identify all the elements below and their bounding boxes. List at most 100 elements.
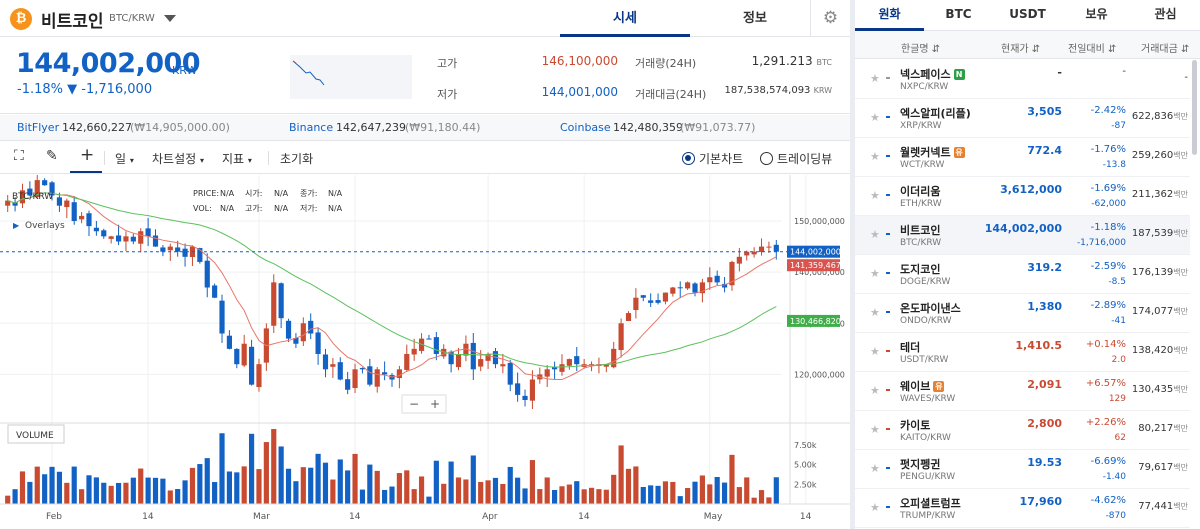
market-row[interactable]: ★ 오피셜트럼프 TRUMP/KRW 17,960 -4.62% -870 77,441백만: [855, 489, 1190, 528]
fullscreen-icon[interactable]: ⛶: [14, 148, 24, 164]
tab-quote[interactable]: 시세: [560, 0, 690, 37]
market-row[interactable]: ★ 펏지펭귄 PENGU/KRW 19.53 -6.69% -1.40 79,617백만: [855, 450, 1190, 489]
candle-body: [56, 197, 63, 206]
reset-button[interactable]: 초기화: [280, 152, 314, 166]
market-row[interactable]: ★ 비트코인 BTC/KRW 144,002,000 -1.18% -1,716,000 1…: [855, 216, 1190, 255]
col-price[interactable]: 현재가 ⇵: [1001, 44, 1041, 55]
col-rate[interactable]: 전일대비 ⇵: [1068, 44, 1117, 55]
market-row[interactable]: ★ 테더 USDT/KRW 1,410.5 +0.14% 2.0 138,420백만: [855, 333, 1190, 372]
coin-pair: WCT/KRW: [900, 160, 945, 170]
candle-body: [204, 260, 210, 288]
star-icon[interactable]: ★: [870, 306, 880, 319]
interval-select[interactable]: 일 ▾: [115, 152, 134, 166]
market-row[interactable]: ★ 넥스페이스 N NXPC/KRW - - -: [855, 60, 1190, 99]
candle-body: [677, 287, 683, 289]
current-price: 3,612,000: [1000, 183, 1062, 196]
zoom-out-button[interactable]: −: [409, 397, 419, 411]
basic-chart-radio[interactable]: 기본차트: [682, 150, 743, 167]
candle: [559, 354, 565, 376]
market-row[interactable]: ★ 도지코인 DOGE/KRW 319.2 -2.59% -8.5 176,139백만: [855, 255, 1190, 294]
star-icon[interactable]: ★: [870, 111, 880, 124]
coin-name: 이더리움: [900, 185, 941, 198]
tab-favorites[interactable]: 관심: [1154, 7, 1177, 21]
tab-krw[interactable]: 원화: [855, 0, 924, 31]
candle-body: [721, 283, 728, 288]
candle: [234, 348, 240, 369]
candle-body: [463, 343, 469, 356]
zoom-in-button[interactable]: +: [430, 397, 440, 411]
ma-short-tag-text: 141,359,467: [790, 261, 841, 270]
candle-body: [256, 364, 262, 388]
market-row[interactable]: ★ 엑스알피(리플) XRP/KRW 3,505 -2.42% -87 622,836백만: [855, 99, 1190, 138]
chevron-down-icon[interactable]: [164, 15, 176, 22]
scrollbar[interactable]: [1192, 60, 1197, 155]
candle-body: [367, 366, 373, 385]
tab-holdings[interactable]: 보유: [1085, 7, 1108, 21]
volume-bar: [441, 483, 447, 504]
candle-body: [588, 364, 595, 366]
trade-amount: -: [1184, 72, 1188, 83]
star-icon[interactable]: ★: [870, 72, 880, 85]
tradingview-radio[interactable]: 트레이딩뷰: [760, 150, 832, 167]
volume-bar: [300, 467, 306, 504]
candle: [271, 274, 277, 333]
candlestick-chart[interactable]: 150,000,000140,000,000130,000,000120,000…: [0, 175, 850, 529]
volume-bar: [123, 482, 129, 504]
candle: [293, 333, 299, 348]
volume-bar: [64, 482, 70, 504]
star-icon[interactable]: ★: [870, 384, 880, 397]
volume-bar: [677, 496, 683, 504]
candle-body: [773, 244, 779, 252]
change-amount: -41: [1111, 316, 1126, 326]
candle: [396, 365, 402, 389]
tab-btc[interactable]: BTC: [945, 7, 972, 21]
candle: [507, 359, 513, 392]
coin-name: 카이토: [900, 419, 931, 432]
volume-bar: [175, 489, 181, 504]
volume-tick-label: 2.50k: [794, 480, 817, 489]
star-icon[interactable]: ★: [870, 345, 880, 358]
star-icon[interactable]: ★: [870, 228, 880, 241]
candle-body: [507, 362, 513, 385]
indicators-menu[interactable]: 지표 ▾: [222, 152, 252, 166]
candle-body: [175, 247, 181, 252]
star-icon[interactable]: ★: [870, 267, 880, 280]
col-name[interactable]: 한글명 ⇵: [901, 44, 941, 55]
volume-bar: [5, 495, 11, 504]
tab-info[interactable]: 정보: [743, 11, 767, 26]
gear-icon[interactable]: ⚙: [810, 0, 850, 37]
market-row[interactable]: ★ 카이토 KAITO/KRW 2,800 +2.26% 62 80,217백만: [855, 411, 1190, 450]
candle: [773, 240, 779, 260]
candle-body: [241, 343, 247, 366]
svg-text:N/A: N/A: [220, 204, 235, 213]
volume-bar: [670, 481, 676, 504]
candle: [64, 198, 70, 219]
crosshair-icon[interactable]: +: [80, 145, 95, 165]
star-icon[interactable]: ★: [870, 501, 880, 514]
market-tabs: 원화 BTC USDT 보유 관심: [855, 0, 1200, 31]
star-icon[interactable]: ★: [870, 150, 880, 163]
market-row[interactable]: ★ 월렛커넥트 유 WCT/KRW 772.4 -1.76% -13.8 259,260백만: [855, 138, 1190, 177]
change-amount: -1,716,000: [1076, 238, 1126, 248]
coin-name: 비트코인: [41, 12, 104, 32]
market-row[interactable]: ★ 웨이브 유 WAVES/KRW 2,091 +6.57% 129 130,435백만: [855, 372, 1190, 411]
candle: [544, 365, 550, 387]
star-icon[interactable]: ★: [870, 462, 880, 475]
market-row[interactable]: ★ 이더리움 ETH/KRW 3,612,000 -1.69% -62,000 211,36…: [855, 177, 1190, 216]
candle-body: [699, 282, 705, 294]
mini-candle-icon: [886, 305, 890, 319]
market-row[interactable]: ★ 온도파이낸스 ONDO/KRW 1,380 -2.89% -41 174,077백만: [855, 294, 1190, 333]
col-amount[interactable]: 거래대금 ⇵: [1141, 44, 1190, 55]
candle-body: [611, 348, 617, 368]
volume-bar: [766, 497, 772, 504]
candle: [138, 228, 144, 253]
last-price-tag-text: 144,002,000: [790, 248, 841, 257]
exchange-diff: (₩91,073.77): [680, 121, 756, 134]
star-icon[interactable]: ★: [870, 423, 880, 436]
volume-bar: [93, 477, 99, 504]
tab-usdt[interactable]: USDT: [1009, 7, 1046, 21]
star-icon[interactable]: ★: [870, 189, 880, 202]
pencil-icon[interactable]: ✎: [46, 148, 58, 164]
chart-settings-menu[interactable]: 차트설정 ▾: [152, 152, 205, 166]
volume-bar: [404, 470, 410, 504]
